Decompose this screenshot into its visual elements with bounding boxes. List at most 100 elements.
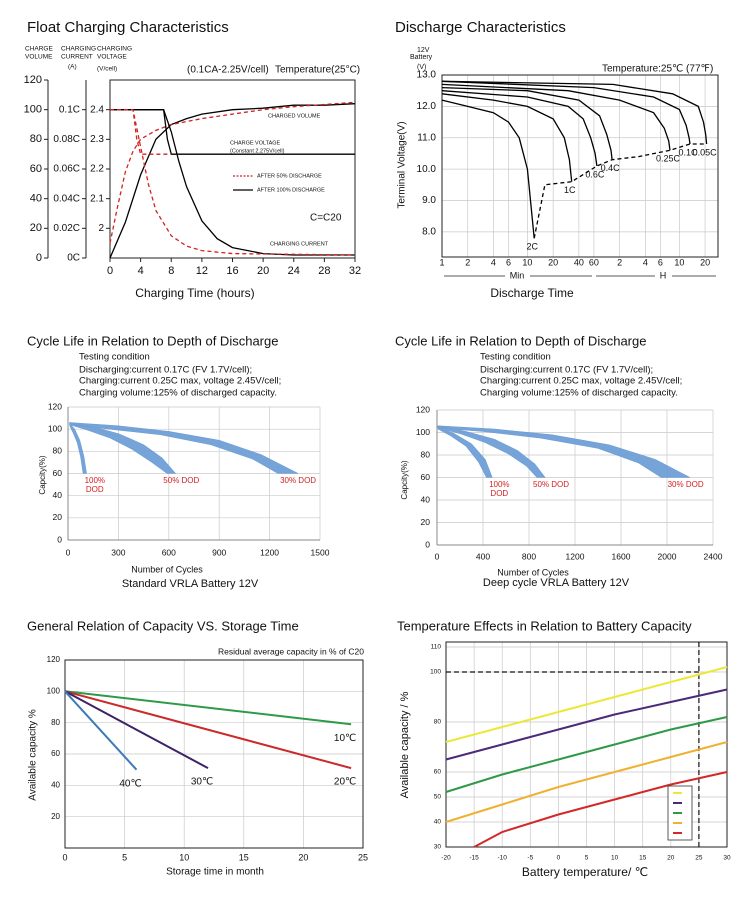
y-tick-label: 80 [30, 133, 42, 145]
x-tick-label: 0 [557, 855, 561, 862]
series-line [64, 690, 352, 726]
chart-text: Residual average capacity in % of C20 [218, 646, 364, 656]
chart-text: Testing condition [480, 352, 551, 363]
x-tick-label: -10 [497, 855, 507, 862]
x-tick-label: 20 [548, 257, 558, 267]
chart-text: Charging Time (hours) [135, 286, 254, 300]
y-tick-label: 0C [67, 253, 80, 264]
band-label: 50% DOD [163, 475, 200, 485]
x-tick-label: 2000 [658, 551, 677, 561]
series-label: 2C [526, 242, 538, 252]
series-line [441, 80, 708, 145]
life-band [69, 422, 177, 474]
y-tick-label: 100 [47, 686, 61, 695]
y-tick-label: 0.1C [59, 104, 80, 115]
band-label: 100% DOD [84, 475, 106, 494]
y-tick-label: 0.06C [53, 164, 80, 175]
plot-frame [64, 659, 364, 849]
x-tick-label: 60 [589, 257, 599, 267]
y-tick-label: 60 [30, 163, 42, 175]
x-tick-label: 300 [111, 547, 125, 557]
chart-text: (0.1CA-2.25V/cell) [187, 65, 269, 76]
series-line [441, 90, 598, 167]
y-tick-label: 9.0 [422, 195, 436, 206]
y-tick-label: 0 [425, 539, 430, 549]
x-tick-label: 16 [226, 265, 238, 277]
chart-text: Discharging:current 0.17C (FV 1.7V/cell)… [79, 365, 252, 376]
y-tick-label: 100 [24, 104, 42, 116]
x-tick-label: 20 [667, 855, 675, 862]
series-line [64, 690, 352, 770]
y-tick-label: 0.08C [53, 134, 80, 145]
chart-text: C=C20 [310, 213, 342, 224]
x-tick-label: 4 [138, 265, 144, 277]
chart-text: Min [510, 270, 525, 280]
x-tick-label: 20 [257, 265, 269, 277]
x-tick-label: 900 [212, 547, 226, 557]
chart-text: Charging volume:125% of discharged capac… [79, 388, 277, 399]
chart-text: Standard VRLA Battery 12V [122, 578, 259, 590]
x-tick-label: 8 [168, 265, 174, 277]
chart-text: Capcity(%) [400, 460, 409, 499]
y-tick-label: 2.1 [90, 193, 104, 204]
series-label: 10℃ [334, 733, 356, 744]
y-tick-label: 10.0 [417, 164, 437, 175]
chart-panel: Cycle Life in Relation to Depth of Disch… [27, 333, 330, 589]
x-tick-label: 4 [643, 257, 648, 267]
series-line [441, 83, 671, 151]
x-tick-label: 2 [617, 257, 622, 267]
series-label: 0.25C [656, 154, 681, 164]
y-tick-label: 20 [30, 222, 42, 234]
series-line [441, 86, 613, 160]
chart-text: CHARGING [97, 46, 132, 53]
band-label-box: 100% DOD [84, 475, 106, 494]
band-label-box: 50% DOD [533, 480, 569, 489]
x-tick-label: 10 [674, 257, 684, 267]
chart-text: H [660, 270, 667, 280]
y-tick-label: 120 [48, 401, 62, 411]
band-label-box: 50% DOD [163, 475, 200, 485]
x-tick-label: 0 [62, 852, 67, 862]
chart-text: CHARGING [61, 46, 96, 53]
chart-text: (A) [68, 64, 77, 71]
y-tick-label: 120 [416, 404, 430, 414]
y-tick-label: 120 [47, 655, 61, 664]
y-tick-label: 0.02C [53, 223, 80, 234]
y-tick-label: 40 [51, 780, 60, 789]
x-tick-label: 20 [700, 257, 710, 267]
band-label: 30% DOD [280, 475, 317, 485]
chart-panel: Temperature Effects in Relation to Batte… [397, 618, 731, 879]
y-tick-label: 80 [434, 719, 442, 726]
chart-title: Discharge Characteristics [395, 19, 566, 36]
series-line [64, 690, 138, 771]
chart-text: CHARGE VOLTAGE [230, 140, 281, 146]
series-line [445, 741, 728, 823]
chart-text: Charging:current 0.25C max, voltage 2.45… [79, 376, 281, 387]
series-line [473, 771, 728, 848]
plot-frame [441, 74, 719, 258]
chart-text: Available capacity % [28, 709, 39, 801]
chart-text: Discharge Time [490, 286, 574, 300]
series-label: 0.1C [679, 147, 699, 157]
x-tick-label: 6 [658, 257, 663, 267]
series-line [445, 666, 728, 743]
series-label: 0.6C [585, 169, 605, 179]
x-tick-label: 1200 [260, 547, 279, 557]
x-tick-label: 1500 [311, 547, 330, 557]
series-label: 30℃ [191, 777, 213, 788]
chart-text: 12V [417, 47, 430, 54]
chart-title: Float Charging Characteristics [27, 19, 229, 36]
life-band [69, 422, 87, 474]
x-tick-label: 40 [574, 257, 584, 267]
series-line [441, 93, 573, 182]
band-label: 30% DOD [667, 479, 704, 489]
chart-text: Battery temperature/ ℃ [522, 865, 648, 879]
x-tick-label: 4 [491, 257, 496, 267]
x-tick-label: 10 [522, 257, 532, 267]
x-tick-label: 2 [465, 257, 470, 267]
band-label-box: 30% DOD [280, 475, 317, 485]
y-tick-label: 40 [53, 490, 63, 500]
series-line [445, 716, 728, 793]
